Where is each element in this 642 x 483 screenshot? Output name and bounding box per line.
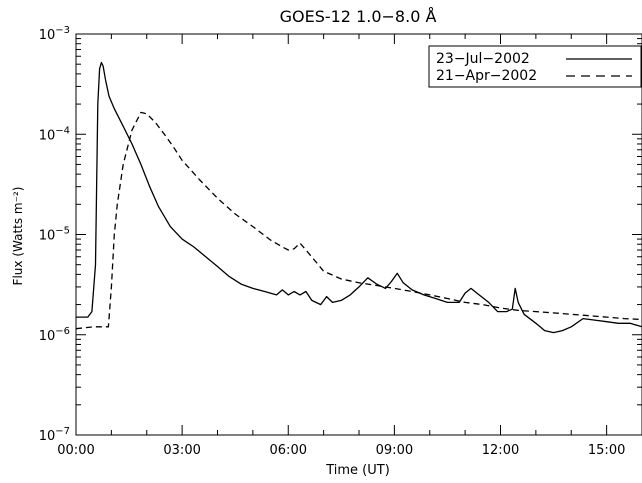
x-tick-label: 03:00 (163, 443, 200, 458)
tick-marks (75, 33, 642, 436)
x-tick-label: 06:00 (270, 443, 307, 458)
x-tick-label: 15:00 (588, 443, 625, 458)
series-line-2 (75, 111, 642, 330)
legend-box (428, 45, 642, 88)
series-line-1 (76, 61, 642, 334)
y-tick-label: 10−7 (39, 426, 70, 444)
y-tick-label: 10−5 (39, 226, 70, 244)
x-tick-label: 09:00 (376, 443, 413, 458)
x-axis-label: Time (UT) (325, 463, 390, 478)
chart-title: GOES-12 1.0−8.0 Å (280, 7, 437, 26)
y-axis-label-text: Flux (Watts m⁻²) (11, 187, 25, 286)
tick-labels: 00:00 03:00 06:00 09:00 12:00 15:00 10−7 10−6 10… (39, 25, 626, 458)
plot-frame (75, 33, 642, 436)
y-tick-label: 10−3 (39, 25, 70, 43)
legend-label-series-2: 21−Apr−2002 (436, 68, 537, 84)
x-tick-label: 12:00 (482, 443, 519, 458)
y-tick-label: 10−4 (39, 125, 70, 143)
x-tick-label: 00:00 (57, 443, 94, 458)
legend: 23−Jul−2002 21−Apr−2002 (428, 45, 642, 88)
y-axis-label: Flux (Watts m⁻²) (11, 187, 25, 286)
series-lines (75, 61, 642, 334)
legend-label-series-1: 23−Jul−2002 (436, 51, 530, 67)
y-tick-label: 10−6 (39, 326, 70, 344)
